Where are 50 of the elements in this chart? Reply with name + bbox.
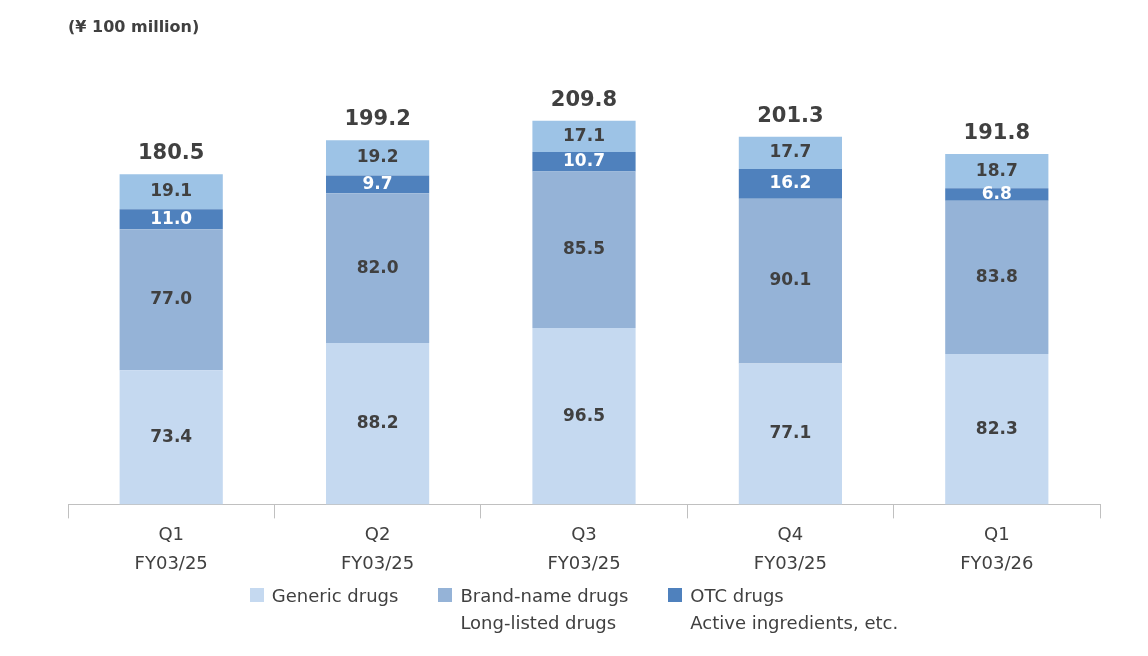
x-tick-label: Q1 FY03/26 <box>960 523 1034 574</box>
legend-label: Brand-name drugs Long-listed drugs <box>460 584 629 635</box>
bar <box>738 136 842 169</box>
data-label: 83.8 <box>975 265 1018 286</box>
data-label: 77.0 <box>150 288 193 309</box>
data-label: 82.3 <box>975 417 1018 438</box>
total-label: 199.2 <box>344 106 411 131</box>
bar <box>738 198 842 364</box>
bar <box>326 140 430 176</box>
total-label: 180.5 <box>137 140 205 165</box>
bar <box>532 120 636 152</box>
data-label: 85.5 <box>563 238 605 259</box>
data-label: 10.7 <box>563 150 605 171</box>
data-label: 6.8 <box>981 182 1012 203</box>
x-tick-label: Q1 FY03/25 <box>134 523 208 574</box>
total-label: 191.8 <box>963 119 1031 144</box>
bar <box>738 169 842 199</box>
legend-label: OTC drugs Active ingredients, etc. <box>690 584 899 635</box>
data-label: 77.1 <box>769 422 812 443</box>
data-label: 17.1 <box>563 124 605 145</box>
data-label: 16.2 <box>769 172 812 193</box>
data-label: 96.5 <box>563 404 605 425</box>
data-label: 11.0 <box>150 207 193 228</box>
x-tick-label: Q3 FY03/25 <box>547 523 621 574</box>
data-label: 17.7 <box>769 141 812 162</box>
bar <box>532 327 636 505</box>
data-label: 82.0 <box>356 256 399 277</box>
total-label: 201.3 <box>757 102 824 127</box>
bar <box>945 200 1049 354</box>
data-label: 88.2 <box>356 412 399 433</box>
data-label: 19.2 <box>356 146 399 167</box>
bar <box>945 353 1049 505</box>
data-label: 18.7 <box>975 159 1018 180</box>
bar <box>532 171 636 328</box>
total-label: 209.8 <box>550 86 618 111</box>
data-label: 9.7 <box>362 172 393 193</box>
data-label: 90.1 <box>769 269 812 290</box>
legend-label: Generic drugs <box>271 584 399 608</box>
text: (¥ 100 million) <box>68 16 200 36</box>
bar <box>326 175 430 194</box>
x-tick-label: Q4 FY03/25 <box>753 523 828 574</box>
bar <box>119 370 223 505</box>
bar <box>119 229 223 371</box>
bar <box>119 174 223 210</box>
data-label: 73.4 <box>150 425 193 446</box>
bar <box>326 343 430 505</box>
data-label: 19.1 <box>150 180 193 201</box>
x-tick-label: Q2 FY03/25 <box>340 523 415 574</box>
bar <box>738 363 842 505</box>
bar <box>326 193 430 344</box>
